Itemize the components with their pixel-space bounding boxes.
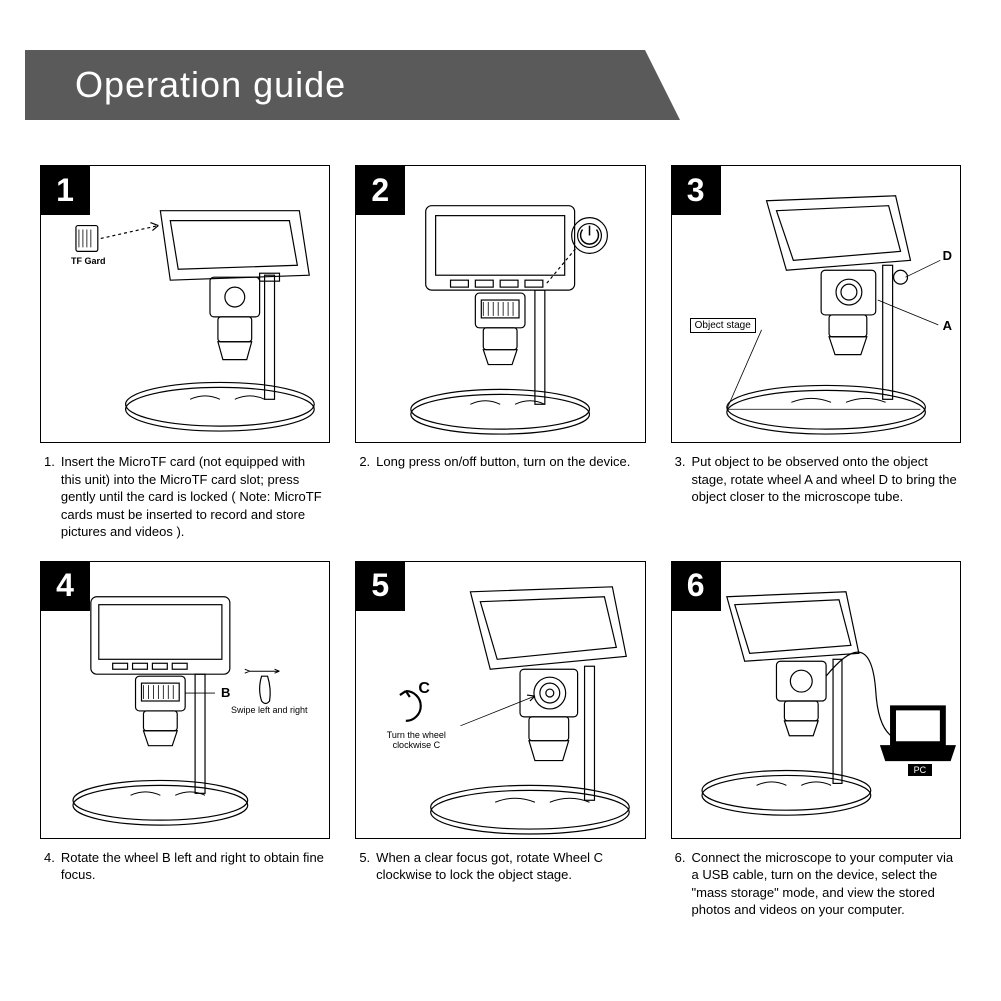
step-1: 1	[40, 165, 330, 541]
step-5: 5	[355, 561, 645, 919]
step-2: 2	[355, 165, 645, 541]
step-4-caption: 4. Rotate the wheel B left and right to …	[40, 849, 330, 884]
pc-label: PC	[908, 764, 933, 776]
caption-number: 3.	[675, 453, 686, 506]
step-3-caption: 3. Put object to be observed onto the ob…	[671, 453, 961, 506]
step-3-panel: 3	[671, 165, 961, 443]
tf-card-label: TF Gard	[71, 256, 106, 266]
swipe-label: Swipe left and right	[231, 705, 308, 715]
step-3-illustration	[672, 166, 960, 442]
step-2-panel: 2	[355, 165, 645, 443]
step-1-panel: 1	[40, 165, 330, 443]
step-1-caption: 1. Insert the MicroTF card (not equipped…	[40, 453, 330, 541]
caption-number: 1.	[44, 453, 55, 541]
label-a: A	[943, 318, 952, 333]
step-6-illustration	[672, 562, 960, 838]
step-4-panel: 4	[40, 561, 330, 839]
turn-wheel-label: Turn the wheel clockwise C	[376, 730, 456, 750]
step-2-illustration	[356, 166, 644, 442]
step-5-illustration	[356, 562, 644, 838]
step-6: 6	[671, 561, 961, 919]
caption-text: Insert the MicroTF card (not equipped wi…	[61, 453, 326, 541]
object-stage-label: Object stage	[690, 318, 756, 333]
caption-text: Put object to be observed onto the objec…	[692, 453, 958, 506]
caption-text: When a clear focus got, rotate Wheel C c…	[376, 849, 641, 884]
caption-text: Rotate the wheel B left and right to obt…	[61, 849, 326, 884]
title-banner: Operation guide	[25, 50, 645, 120]
step-5-caption: 5. When a clear focus got, rotate Wheel …	[355, 849, 645, 884]
label-b: B	[221, 685, 230, 700]
step-6-caption: 6. Connect the microscope to your comput…	[671, 849, 961, 919]
c-arrow-label: C	[418, 680, 430, 698]
caption-number: 6.	[675, 849, 686, 919]
step-5-panel: 5	[355, 561, 645, 839]
step-4-illustration	[41, 562, 329, 838]
step-1-illustration	[41, 166, 329, 442]
page-title: Operation guide	[75, 64, 346, 106]
caption-number: 2.	[359, 453, 370, 471]
step-6-panel: 6	[671, 561, 961, 839]
step-3: 3	[671, 165, 961, 541]
step-4: 4	[40, 561, 330, 919]
caption-text: Long press on/off button, turn on the de…	[376, 453, 630, 471]
caption-text: Connect the microscope to your computer …	[692, 849, 958, 919]
step-2-caption: 2. Long press on/off button, turn on the…	[355, 453, 645, 471]
caption-number: 4.	[44, 849, 55, 884]
label-d: D	[943, 248, 952, 263]
steps-grid: 1	[40, 165, 961, 919]
caption-number: 5.	[359, 849, 370, 884]
